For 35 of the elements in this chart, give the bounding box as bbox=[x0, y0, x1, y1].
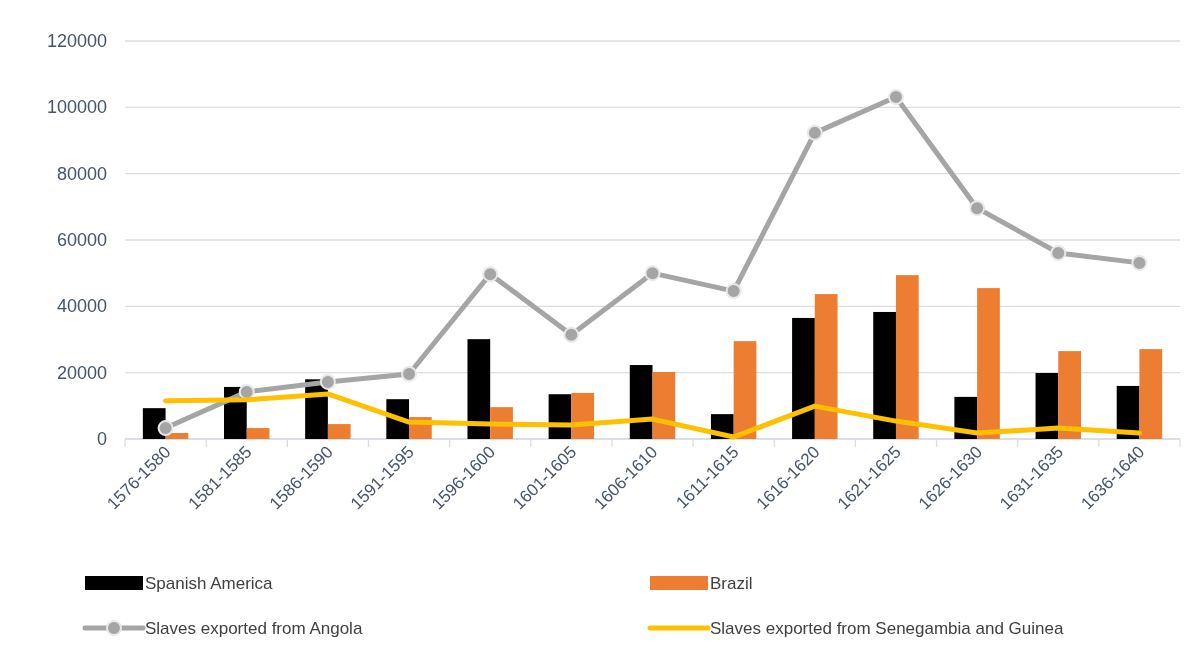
bar bbox=[1058, 351, 1081, 439]
y-tick-label: 40000 bbox=[56, 296, 107, 317]
point bbox=[644, 265, 661, 282]
point bbox=[401, 365, 418, 382]
legend-label: Spanish America bbox=[145, 574, 274, 593]
legend-label: Slaves exported from Senegambia and Guinea bbox=[710, 619, 1064, 638]
point bbox=[157, 420, 174, 437]
bar bbox=[792, 317, 815, 439]
y-tick-label: 0 bbox=[96, 429, 107, 449]
bar bbox=[629, 365, 653, 439]
bar bbox=[1139, 349, 1163, 439]
point bbox=[969, 200, 986, 217]
bar bbox=[733, 341, 757, 439]
y-tick-label: 100000 bbox=[46, 97, 107, 118]
legend-label: Brazil bbox=[710, 574, 753, 593]
legend-label: Slaves exported from Angola bbox=[145, 619, 363, 638]
bar bbox=[327, 424, 351, 439]
point bbox=[319, 373, 336, 390]
bar bbox=[467, 339, 491, 439]
bar bbox=[873, 311, 896, 439]
point bbox=[806, 124, 823, 141]
point bbox=[1050, 244, 1067, 261]
point bbox=[887, 89, 904, 106]
point bbox=[725, 283, 742, 300]
bar bbox=[246, 428, 270, 439]
point bbox=[482, 266, 499, 283]
y-tick-label: 120000 bbox=[46, 31, 107, 51]
y-tick-label: 80000 bbox=[56, 163, 107, 184]
bar bbox=[977, 288, 1000, 439]
point bbox=[1131, 254, 1148, 271]
bar bbox=[814, 294, 838, 439]
bar bbox=[895, 275, 919, 439]
point bbox=[563, 326, 580, 343]
y-tick-label: 20000 bbox=[56, 362, 107, 383]
y-tick-label: 60000 bbox=[56, 230, 107, 250]
